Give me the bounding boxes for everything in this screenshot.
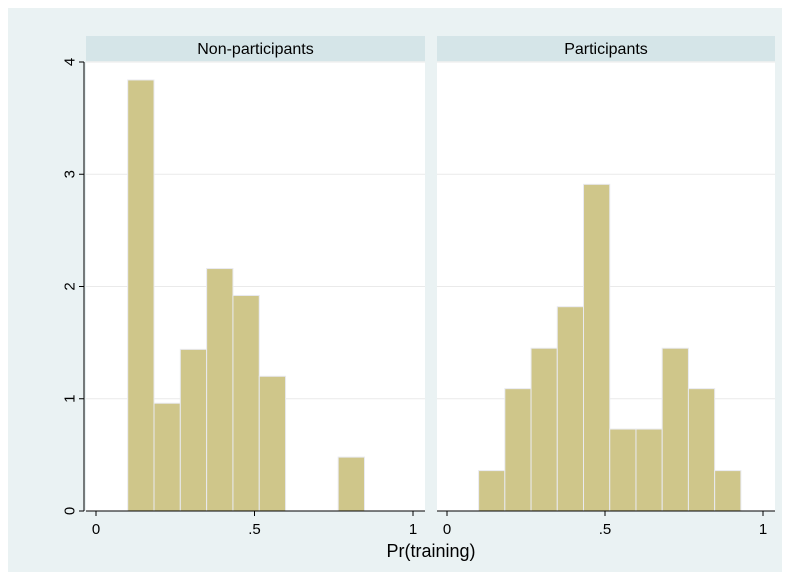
histogram-bar bbox=[154, 403, 180, 511]
histogram-bar bbox=[128, 80, 154, 511]
histogram-bar bbox=[338, 457, 364, 511]
panel-non-participants: Non-participants 0 .5 1 bbox=[86, 36, 425, 538]
histogram-bar bbox=[662, 348, 688, 511]
panel-title: Participants bbox=[564, 41, 648, 58]
y-tick-label: 4 bbox=[62, 58, 79, 66]
x-tick-label: .5 bbox=[599, 521, 612, 538]
y-tick-label: 2 bbox=[62, 282, 79, 290]
x-tick-label: .5 bbox=[248, 521, 261, 538]
histogram-bar bbox=[505, 389, 531, 511]
histogram-bar bbox=[636, 429, 662, 511]
histogram-bar bbox=[557, 307, 583, 511]
x-tick-label: 0 bbox=[443, 521, 451, 538]
histogram-bar bbox=[207, 269, 233, 511]
x-tick-label: 0 bbox=[92, 521, 100, 538]
y-tick-label: 0 bbox=[62, 507, 79, 515]
histogram-bar bbox=[233, 295, 259, 511]
y-tick-label: 1 bbox=[62, 395, 79, 403]
panel-title: Non-participants bbox=[197, 41, 314, 58]
y-tick-label: 3 bbox=[62, 170, 79, 178]
panel-participants: Participants 0 .5 1 bbox=[437, 36, 775, 538]
x-tick-label: 1 bbox=[759, 521, 767, 538]
histogram-bar bbox=[584, 184, 610, 511]
x-tick-label: 1 bbox=[409, 521, 417, 538]
histogram-bar bbox=[688, 389, 714, 511]
histogram-bar bbox=[715, 471, 741, 511]
histogram-bar bbox=[259, 376, 285, 511]
histogram-bar bbox=[610, 429, 636, 511]
histogram-bar bbox=[180, 349, 206, 511]
histogram-bar bbox=[479, 471, 505, 511]
histogram-bar bbox=[531, 348, 557, 511]
x-axis-title: Pr(training) bbox=[386, 541, 475, 561]
